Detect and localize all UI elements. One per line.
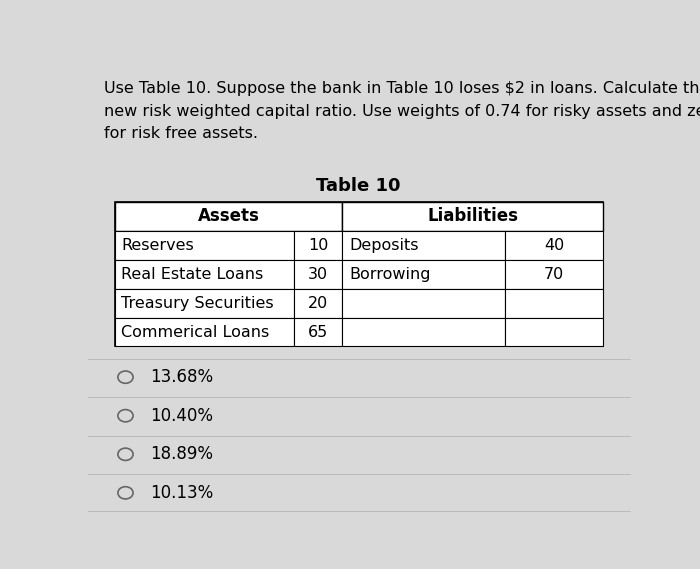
Bar xyxy=(342,202,603,231)
Bar xyxy=(505,259,603,288)
Text: Treasury Securities: Treasury Securities xyxy=(121,296,274,311)
Text: Deposits: Deposits xyxy=(349,238,419,253)
Bar xyxy=(342,259,505,288)
Text: 10: 10 xyxy=(308,238,328,253)
Bar xyxy=(294,259,342,288)
Bar xyxy=(342,288,505,318)
Bar xyxy=(505,231,603,259)
Text: 18.89%: 18.89% xyxy=(150,446,213,463)
Bar xyxy=(115,202,342,231)
Text: 10.40%: 10.40% xyxy=(150,407,213,424)
Bar xyxy=(294,288,342,318)
Bar xyxy=(505,288,603,318)
Bar xyxy=(115,288,294,318)
Bar xyxy=(115,318,294,347)
Text: Reserves: Reserves xyxy=(121,238,194,253)
Text: Use Table 10. Suppose the bank in Table 10 loses $2 in loans. Calculate the
new : Use Table 10. Suppose the bank in Table … xyxy=(104,81,700,141)
Text: 10.13%: 10.13% xyxy=(150,484,213,502)
Bar xyxy=(342,231,505,259)
Bar xyxy=(342,318,505,347)
Text: 65: 65 xyxy=(308,324,328,340)
Bar xyxy=(115,231,294,259)
Text: 20: 20 xyxy=(308,296,328,311)
Bar xyxy=(294,231,342,259)
Text: Table 10: Table 10 xyxy=(316,177,401,195)
Text: Assets: Assets xyxy=(197,207,260,225)
Text: Borrowing: Borrowing xyxy=(349,267,430,282)
Text: 13.68%: 13.68% xyxy=(150,368,213,386)
Bar xyxy=(115,259,294,288)
Bar xyxy=(115,202,603,347)
Text: 70: 70 xyxy=(544,267,564,282)
Text: Real Estate Loans: Real Estate Loans xyxy=(121,267,263,282)
Text: Commerical Loans: Commerical Loans xyxy=(121,324,270,340)
Text: Liabilities: Liabilities xyxy=(427,207,518,225)
Text: 40: 40 xyxy=(544,238,564,253)
Bar xyxy=(505,318,603,347)
Text: 30: 30 xyxy=(308,267,328,282)
Bar xyxy=(294,318,342,347)
